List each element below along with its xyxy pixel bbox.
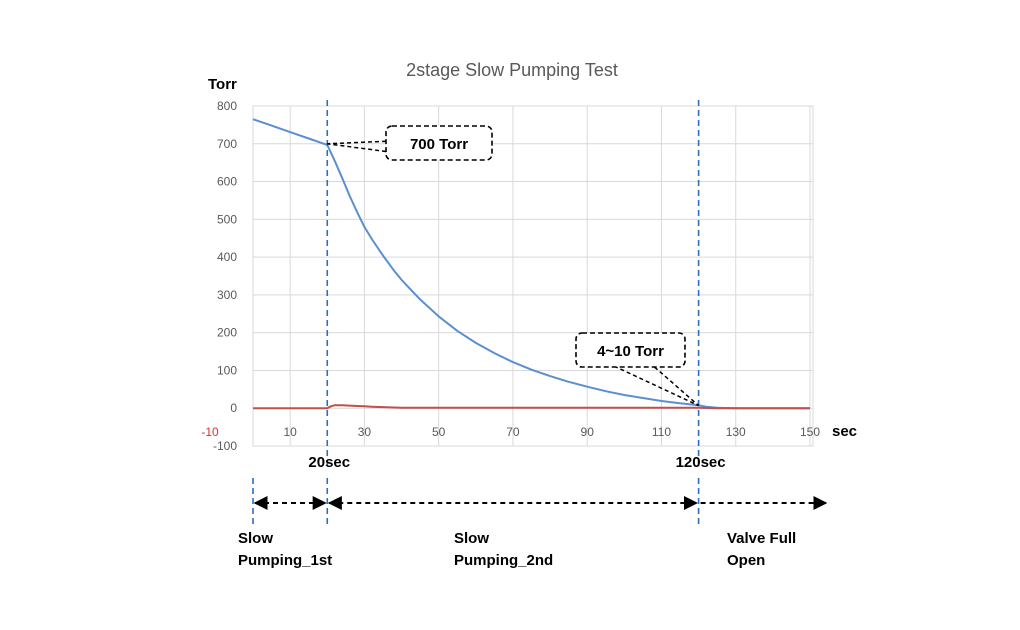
marker-label: 20sec (308, 454, 350, 471)
phase-label-line2: Pumping_2nd (454, 552, 553, 569)
phase-label-line1: Slow (454, 530, 489, 547)
x-tick-label: 110 (652, 425, 671, 439)
callout-box (575, 332, 686, 368)
phase-label-line1: Slow (238, 530, 273, 547)
callout-pointer (327, 140, 387, 145)
x-tick-label-negative: -10 (201, 425, 219, 439)
grid (252, 105, 814, 447)
y-tick-label: 300 (217, 288, 237, 302)
phase-label-line1: Valve Full (727, 530, 796, 547)
chart-title: 2stage Slow Pumping Test (406, 60, 618, 80)
x-tick-label: 50 (432, 425, 446, 439)
y-tick-labels: 800 700 600 500 400 300 200 100 0 -100 (213, 99, 237, 453)
phase-timeline: Slow Pumping_1st Slow Pumping_2nd Valve Full… (238, 496, 828, 569)
y-tick-label: 100 (217, 363, 237, 377)
time-markers: 20sec 120sec (252, 100, 726, 528)
y-tick-label: 400 (217, 250, 237, 264)
phase-label-line2: Pumping_1st (238, 552, 332, 569)
series-lines (252, 118, 810, 410)
x-tick-label: 130 (726, 425, 746, 439)
y-tick-label: 500 (217, 212, 237, 226)
y-tick-label: 0 (230, 401, 237, 415)
y-tick-label: 200 (217, 326, 237, 340)
callout-text: 4~10 Torr (597, 343, 664, 360)
y-tick-label: 600 (217, 175, 237, 189)
y-axis-label: Torr (208, 76, 237, 93)
callout-text: 700 Torr (410, 136, 468, 153)
callout-pointer (653, 366, 700, 407)
callout-pointer (327, 143, 387, 153)
y-tick-label: 700 (217, 137, 237, 151)
y-tick-label: -100 (213, 439, 237, 453)
plot-frame (252, 105, 814, 447)
x-tick-labels: 10 30 50 70 90 110 130 150 -10 (201, 425, 820, 439)
y-tick-label: 800 (217, 99, 237, 113)
annotations: 700 Torr 4~10 Torr (327, 125, 700, 407)
x-tick-label: 30 (358, 425, 372, 439)
x-tick-label: 90 (581, 425, 595, 439)
x-tick-label: 70 (506, 425, 520, 439)
pressure-line-blue (252, 118, 810, 410)
x-tick-label: 150 (800, 425, 820, 439)
x-axis-label: sec (832, 423, 857, 440)
callout-box (385, 125, 493, 161)
phase-label-line2: Open (727, 552, 765, 569)
marker-label: 120sec (676, 454, 726, 471)
pressure-line-red (253, 404, 810, 410)
x-tick-label: 10 (283, 425, 297, 439)
